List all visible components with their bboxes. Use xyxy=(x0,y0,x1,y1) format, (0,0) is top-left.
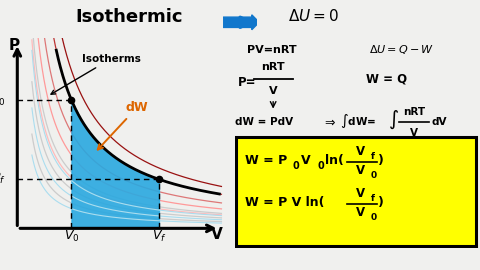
Text: W = P V ln(: W = P V ln( xyxy=(245,196,324,209)
Text: $V_f$: $V_f$ xyxy=(152,229,166,244)
Text: 0: 0 xyxy=(317,161,324,171)
Text: V: V xyxy=(301,154,311,167)
Text: Isotherms: Isotherms xyxy=(51,54,141,94)
Text: $\Delta U=0$: $\Delta U=0$ xyxy=(288,8,339,24)
Text: 0: 0 xyxy=(371,171,377,180)
Text: ): ) xyxy=(378,196,384,209)
Text: $\Rightarrow$: $\Rightarrow$ xyxy=(322,115,336,128)
Text: dW = PdV: dW = PdV xyxy=(235,117,293,127)
Text: P: P xyxy=(8,38,19,53)
Text: V: V xyxy=(356,187,365,200)
Text: $\int$: $\int$ xyxy=(388,109,399,131)
Text: nRT: nRT xyxy=(261,62,285,72)
Text: V: V xyxy=(356,145,365,158)
Text: $P_f$: $P_f$ xyxy=(0,171,6,186)
Text: W = Q: W = Q xyxy=(366,72,408,85)
Text: P=: P= xyxy=(238,76,256,89)
Text: $P_0$: $P_0$ xyxy=(0,93,6,108)
Text: V: V xyxy=(356,206,365,219)
Text: f: f xyxy=(371,194,375,203)
Text: ln(: ln( xyxy=(324,154,343,167)
Text: V: V xyxy=(410,128,418,138)
Text: $\int$dW=: $\int$dW= xyxy=(340,112,377,130)
Text: V: V xyxy=(269,86,277,96)
Text: ): ) xyxy=(378,154,384,167)
Text: 0: 0 xyxy=(371,213,377,222)
Text: Isothermic: Isothermic xyxy=(76,8,183,26)
FancyArrow shape xyxy=(223,15,259,30)
Text: dV: dV xyxy=(431,117,446,127)
Text: W = P: W = P xyxy=(245,154,287,167)
Text: f: f xyxy=(371,152,375,161)
Text: V: V xyxy=(211,227,223,242)
Text: PV=nRT: PV=nRT xyxy=(247,45,297,55)
Text: $V_0$: $V_0$ xyxy=(64,229,79,244)
Text: nRT: nRT xyxy=(403,107,425,117)
Text: dW: dW xyxy=(98,101,148,150)
FancyBboxPatch shape xyxy=(237,137,476,246)
Text: 0: 0 xyxy=(293,161,300,171)
Text: $\Delta U=Q-W$: $\Delta U=Q-W$ xyxy=(369,43,434,56)
Text: V: V xyxy=(356,164,365,177)
